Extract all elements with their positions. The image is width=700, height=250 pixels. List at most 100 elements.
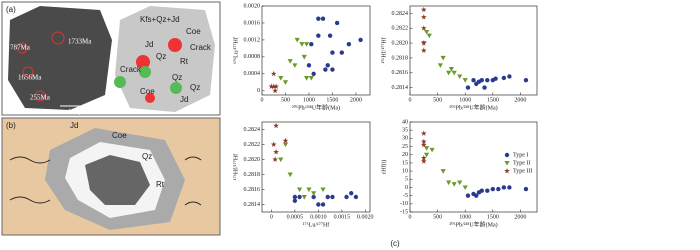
data-point (268, 83, 275, 89)
data-point (349, 191, 354, 196)
data-point (327, 33, 333, 38)
data-point (299, 42, 305, 47)
legend-marker (504, 168, 510, 174)
grain-photo (8, 6, 112, 110)
mineral-label: Qz (190, 83, 200, 92)
data-point (440, 169, 446, 174)
data-point (287, 172, 293, 178)
y-tick-label: 0.2820 (244, 157, 261, 163)
y-tick-label: 10 (402, 168, 408, 174)
x-tick-label: 1000 (459, 214, 471, 220)
legend-label: Type I (513, 152, 528, 158)
y-axis-label: ¹⁷⁶Hf/¹⁷⁷Hf (232, 154, 239, 180)
grain-sketch (115, 6, 215, 112)
data-point (423, 146, 430, 151)
data-point (311, 191, 317, 196)
y-tick-label: -15 (400, 209, 408, 215)
data-point (440, 55, 446, 61)
mineral-label: Kfs+Qz+Jd (140, 15, 180, 24)
data-point (482, 85, 487, 90)
data-point (479, 77, 484, 83)
data-point (323, 67, 328, 72)
mineral-label: Jd (145, 40, 153, 49)
x-tick-label: 0 (261, 97, 264, 103)
data-point (451, 70, 457, 76)
y-tick-label: 0.0008 (244, 54, 261, 60)
data-point (272, 87, 278, 94)
data-point (485, 188, 490, 193)
y-tick-label: 35 (402, 128, 408, 134)
data-point (462, 185, 468, 191)
y-tick-label: 40 (402, 119, 408, 125)
data-point (420, 155, 427, 161)
y-tick-label: 0.0012 (244, 37, 261, 43)
spot (51, 31, 65, 45)
data-point (523, 77, 529, 83)
data-point (446, 180, 452, 186)
data-point (420, 25, 427, 31)
y-tick-label: 25 (402, 144, 408, 150)
data-point (273, 83, 279, 89)
data-point (496, 186, 501, 192)
data-point (292, 198, 298, 203)
mineral-label: Rt (180, 57, 189, 66)
data-point (420, 158, 427, 164)
x-tick-label: 0.0015 (334, 214, 351, 220)
mineral-label: Coe (112, 131, 127, 140)
mineral-label: Rt (156, 180, 165, 189)
y-tick-label: 30 (402, 136, 408, 142)
data-point (501, 75, 507, 81)
data-point (316, 16, 321, 21)
y-axis-label: εHf(t) (380, 160, 387, 175)
data-point (471, 77, 476, 83)
data-point (311, 194, 316, 200)
data-point (304, 76, 310, 81)
x-tick-label: 0 (270, 214, 273, 220)
plot-frame (409, 121, 538, 213)
y-tick-label: 5 (405, 177, 408, 183)
data-point (306, 63, 312, 68)
age-label: 1733Ma (68, 38, 92, 46)
data-point (330, 50, 335, 55)
x-tick-label: 1500 (487, 97, 499, 103)
data-point (273, 122, 279, 129)
data-point (287, 59, 293, 64)
x-tick-label: 0.0020 (357, 214, 374, 220)
spot (145, 93, 155, 103)
y-tick-label: 0.2822 (244, 142, 261, 148)
x-tick-label: 1000 (303, 97, 315, 103)
inclusion (170, 82, 182, 94)
data-point (462, 78, 468, 83)
data-point (278, 157, 284, 163)
data-point (523, 186, 529, 192)
data-point (420, 6, 427, 13)
data-point (457, 74, 463, 80)
x-tick-label: 1500 (326, 97, 338, 103)
mineral-label: Jd (70, 121, 78, 130)
x-tick-label: 0 (409, 214, 412, 220)
data-point (420, 130, 427, 136)
x-axis-label: ²⁰⁶Pb/²³⁸U年龄(Ma) (449, 103, 497, 111)
data-point (353, 194, 359, 200)
y-tick-label: 0.2818 (392, 55, 409, 61)
mineral-label: Crack (190, 43, 212, 52)
y-tick-label: -10 (400, 201, 408, 207)
y-tick-label: 0.2814 (244, 202, 261, 208)
y-tick-label: 0 (257, 88, 260, 94)
panel-b: (b) Jd Coe Qz Rt (1, 117, 221, 236)
data-point (423, 152, 430, 158)
legend-marker (504, 161, 510, 166)
panel-tag: (b) (6, 121, 16, 130)
data-point (301, 195, 307, 200)
data-point (451, 182, 457, 187)
legend-label: Type II (513, 160, 530, 166)
data-point (501, 185, 507, 190)
spot (22, 66, 34, 78)
data-point (311, 71, 316, 77)
data-point (309, 41, 314, 47)
x-axis-label: ¹⁷⁶Lu/¹⁷⁷Hf (303, 221, 330, 228)
data-point (292, 63, 298, 68)
data-point (270, 83, 277, 89)
x-axis-label: ²⁰⁶Pb/²³⁸U年龄(Ma) (449, 220, 497, 228)
data-point (490, 186, 496, 192)
